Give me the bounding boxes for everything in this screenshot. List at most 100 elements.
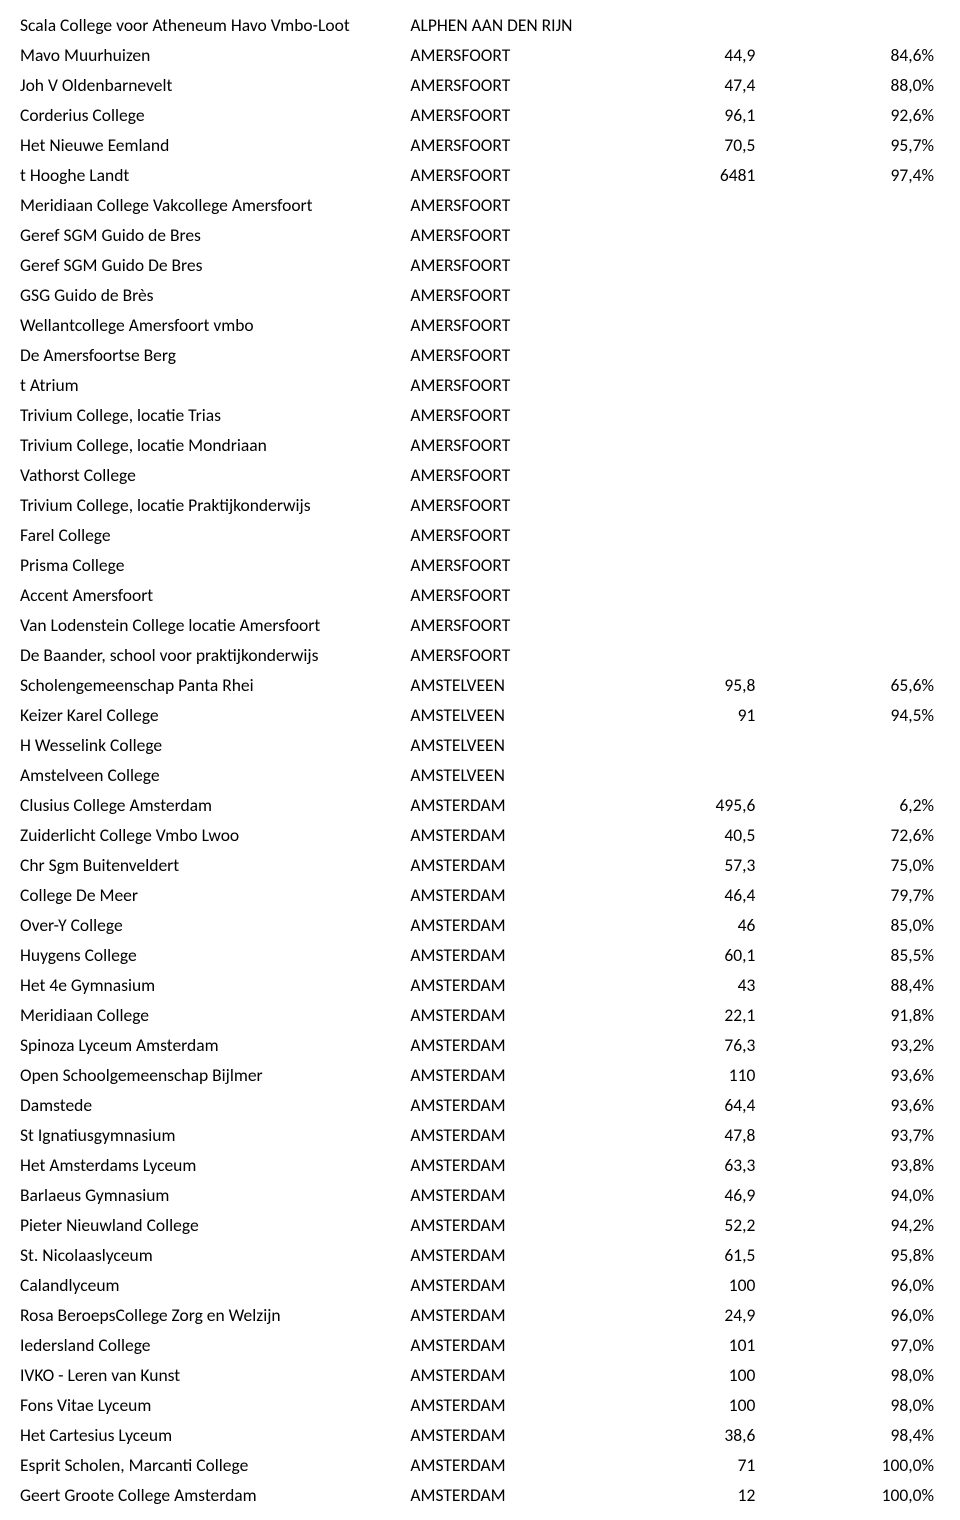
table-row: Zuiderlicht College Vmbo LwooAMSTERDAM40… <box>20 820 940 850</box>
value-1: 96,1 <box>606 100 784 130</box>
school-name: Farel College <box>20 520 410 550</box>
table-row: Het Nieuwe EemlandAMERSFOORT70,595,7% <box>20 130 940 160</box>
value-2: 65,6% <box>783 670 940 700</box>
school-name: Het Cartesius Lyceum <box>20 1420 410 1450</box>
table-row: t AtriumAMERSFOORT <box>20 370 940 400</box>
value-1 <box>606 580 784 610</box>
table-row: Chr Sgm BuitenveldertAMSTERDAM57,375,0% <box>20 850 940 880</box>
value-2 <box>783 520 940 550</box>
value-1 <box>606 760 784 790</box>
city: AMSTELVEEN <box>410 730 605 760</box>
value-2: 84,6% <box>783 40 940 70</box>
table-row: Huygens CollegeAMSTERDAM60,185,5% <box>20 940 940 970</box>
value-2: 93,2% <box>783 1030 940 1060</box>
city: AMSTERDAM <box>410 790 605 820</box>
school-name: Corderius College <box>20 100 410 130</box>
value-2: 88,0% <box>783 70 940 100</box>
value-2 <box>783 370 940 400</box>
table-row: De Amersfoortse BergAMERSFOORT <box>20 340 940 370</box>
school-name: Zuiderlicht College Vmbo Lwoo <box>20 820 410 850</box>
school-name: Van Lodenstein College locatie Amersfoor… <box>20 610 410 640</box>
value-2 <box>783 610 940 640</box>
city: AMERSFOORT <box>410 190 605 220</box>
value-2 <box>783 580 940 610</box>
value-1: 100 <box>606 1360 784 1390</box>
value-1: 110 <box>606 1060 784 1090</box>
city: AMERSFOORT <box>410 280 605 310</box>
value-2: 6,2% <box>783 790 940 820</box>
value-2: 98,0% <box>783 1360 940 1390</box>
table-row: Keizer Karel CollegeAMSTELVEEN9194,5% <box>20 700 940 730</box>
school-name: Damstede <box>20 1090 410 1120</box>
value-1: 6481 <box>606 160 784 190</box>
value-2: 85,5% <box>783 940 940 970</box>
value-1 <box>606 370 784 400</box>
value-1: 495,6 <box>606 790 784 820</box>
city: AMSTERDAM <box>410 1300 605 1330</box>
city: AMERSFOORT <box>410 250 605 280</box>
school-name: Rosa BeroepsCollege Zorg en Welzijn <box>20 1300 410 1330</box>
city: ALPHEN AAN DEN RIJN <box>410 10 605 40</box>
school-name: Geref SGM Guido de Bres <box>20 220 410 250</box>
value-2: 94,0% <box>783 1180 940 1210</box>
value-2: 93,6% <box>783 1060 940 1090</box>
school-name: Trivium College, locatie Mondriaan <box>20 430 410 460</box>
table-row: H Wesselink CollegeAMSTELVEEN <box>20 730 940 760</box>
value-2: 98,4% <box>783 1420 940 1450</box>
value-1 <box>606 610 784 640</box>
school-name: GSG Guido de Brès <box>20 280 410 310</box>
value-1: 12 <box>606 1480 784 1510</box>
city: AMSTERDAM <box>410 1420 605 1450</box>
table-row: Rosa BeroepsCollege Zorg en WelzijnAMSTE… <box>20 1300 940 1330</box>
table-row: Spinoza Lyceum AmsterdamAMSTERDAM76,393,… <box>20 1030 940 1060</box>
city: AMSTERDAM <box>410 1000 605 1030</box>
value-2 <box>783 220 940 250</box>
school-name: Huygens College <box>20 940 410 970</box>
value-1: 70,5 <box>606 130 784 160</box>
school-name: Scala College voor Atheneum Havo Vmbo-Lo… <box>20 10 410 40</box>
value-2: 100,0% <box>783 1480 940 1510</box>
value-2: 88,4% <box>783 970 940 1000</box>
school-name: Scholengemeenschap Panta Rhei <box>20 670 410 700</box>
school-name: Het Nieuwe Eemland <box>20 130 410 160</box>
value-1: 22,1 <box>606 1000 784 1030</box>
schools-table: Scala College voor Atheneum Havo Vmbo-Lo… <box>20 10 940 1510</box>
city: AMERSFOORT <box>410 580 605 610</box>
city: AMSTERDAM <box>410 1210 605 1240</box>
value-2: 97,0% <box>783 1330 940 1360</box>
table-row: Esprit Scholen, Marcanti CollegeAMSTERDA… <box>20 1450 940 1480</box>
value-1: 43 <box>606 970 784 1000</box>
value-1: 24,9 <box>606 1300 784 1330</box>
city: AMSTERDAM <box>410 880 605 910</box>
city: AMERSFOORT <box>410 310 605 340</box>
city: AMSTERDAM <box>410 1240 605 1270</box>
table-row: Trivium College, locatie Praktijkonderwi… <box>20 490 940 520</box>
value-1 <box>606 250 784 280</box>
school-name: Het 4e Gymnasium <box>20 970 410 1000</box>
school-name: Trivium College, locatie Praktijkonderwi… <box>20 490 410 520</box>
value-2: 100,0% <box>783 1450 940 1480</box>
school-name: Meridiaan College <box>20 1000 410 1030</box>
value-1 <box>606 400 784 430</box>
school-name: Geref SGM Guido De Bres <box>20 250 410 280</box>
table-row: Geref SGM Guido De BresAMERSFOORT <box>20 250 940 280</box>
school-name: St. Nicolaaslyceum <box>20 1240 410 1270</box>
school-name: Open Schoolgemeenschap Bijlmer <box>20 1060 410 1090</box>
value-2: 85,0% <box>783 910 940 940</box>
table-row: Prisma CollegeAMERSFOORT <box>20 550 940 580</box>
value-2: 97,4% <box>783 160 940 190</box>
value-1: 44,9 <box>606 40 784 70</box>
city: AMSTERDAM <box>410 1150 605 1180</box>
value-2: 72,6% <box>783 820 940 850</box>
value-2 <box>783 250 940 280</box>
city: AMERSFOORT <box>410 430 605 460</box>
city: AMERSFOORT <box>410 370 605 400</box>
value-1: 64,4 <box>606 1090 784 1120</box>
value-1: 38,6 <box>606 1420 784 1450</box>
table-row: Over-Y CollegeAMSTERDAM4685,0% <box>20 910 940 940</box>
school-name: Calandlyceum <box>20 1270 410 1300</box>
school-name: St Ignatiusgymnasium <box>20 1120 410 1150</box>
school-name: t Hooghe Landt <box>20 160 410 190</box>
city: AMSTERDAM <box>410 1030 605 1060</box>
city: AMERSFOORT <box>410 160 605 190</box>
